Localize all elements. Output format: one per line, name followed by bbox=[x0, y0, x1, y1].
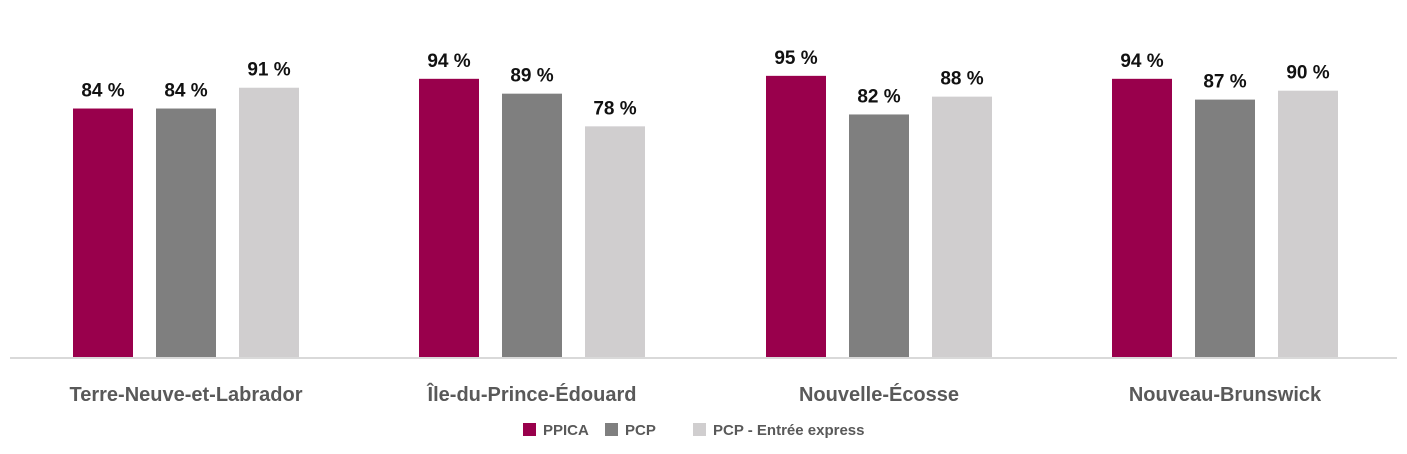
bar-pcp-ile-du-prince-edouard bbox=[502, 93, 562, 359]
category-labels-layer: Terre-Neuve-et-Labrador Île-du-Prince-Édo… bbox=[69, 382, 1322, 406]
bar-ppica-terre-neuve-et-labrador bbox=[73, 108, 133, 359]
value-label-pcp-nouvelle-ecosse: 82 % bbox=[857, 86, 900, 107]
legend-item-pcp: PCP bbox=[605, 422, 656, 439]
bars-layer bbox=[73, 75, 1338, 359]
bar-pcp-entree-express-terre-neuve-et-labrador bbox=[239, 87, 299, 358]
value-label-ppica-terre-neuve-et-labrador: 84 % bbox=[81, 81, 124, 102]
legend-swatch-pcp-entree-express bbox=[693, 423, 706, 436]
value-label-pcp-nouveau-brunswick: 87 % bbox=[1203, 72, 1246, 93]
legend-swatch-pcp bbox=[605, 423, 618, 436]
bar-pcp-terre-neuve-et-labrador bbox=[156, 108, 216, 359]
category-label-ile-du-prince-edouard: Île-du-Prince-Édouard bbox=[427, 382, 637, 406]
value-label-pcp-entree-express-nouveau-brunswick: 90 % bbox=[1286, 63, 1329, 84]
category-label-terre-neuve-et-labrador: Terre-Neuve-et-Labrador bbox=[69, 384, 302, 406]
legend: PPICA PCP PCP - Entrée express bbox=[523, 422, 864, 439]
bar-ppica-ile-du-prince-edouard bbox=[419, 78, 479, 358]
legend-item-ppica: PPICA bbox=[523, 422, 589, 439]
value-label-pcp-ile-du-prince-edouard: 89 % bbox=[510, 66, 553, 87]
value-label-pcp-entree-express-nouvelle-ecosse: 88 % bbox=[940, 69, 983, 90]
legend-swatch-ppica bbox=[523, 423, 536, 436]
value-labels-layer: 84 % 84 % 91 % 94 % 89 % 78 % 95 % 82 % 88 % 94 %… bbox=[81, 48, 1329, 119]
bar-pcp-entree-express-ile-du-prince-edouard bbox=[585, 126, 645, 358]
bar-ppica-nouveau-brunswick bbox=[1112, 78, 1172, 358]
bar-pcp-nouvelle-ecosse bbox=[849, 114, 909, 359]
value-label-pcp-entree-express-ile-du-prince-edouard: 78 % bbox=[593, 98, 636, 119]
bar-pcp-entree-express-nouvelle-ecosse bbox=[932, 96, 992, 358]
legend-label-pcp: PCP bbox=[625, 422, 656, 439]
bar-pcp-nouveau-brunswick bbox=[1195, 99, 1255, 359]
legend-item-pcp-entree-express: PCP - Entrée express bbox=[693, 422, 864, 439]
value-label-ppica-nouveau-brunswick: 94 % bbox=[1120, 51, 1163, 72]
legend-label-ppica: PPICA bbox=[543, 422, 589, 439]
bar-pcp-entree-express-nouveau-brunswick bbox=[1278, 90, 1338, 358]
category-label-nouveau-brunswick: Nouveau-Brunswick bbox=[1129, 384, 1322, 406]
value-label-pcp-entree-express-terre-neuve-et-labrador: 91 % bbox=[247, 60, 290, 81]
value-label-ppica-nouvelle-ecosse: 95 % bbox=[774, 48, 817, 69]
bar-ppica-nouvelle-ecosse bbox=[766, 75, 826, 358]
value-label-ppica-ile-du-prince-edouard: 94 % bbox=[427, 51, 470, 72]
legend-label-pcp-entree-express: PCP - Entrée express bbox=[713, 422, 864, 439]
value-label-pcp-terre-neuve-et-labrador: 84 % bbox=[164, 81, 207, 102]
category-label-nouvelle-ecosse: Nouvelle-Écosse bbox=[799, 383, 959, 406]
